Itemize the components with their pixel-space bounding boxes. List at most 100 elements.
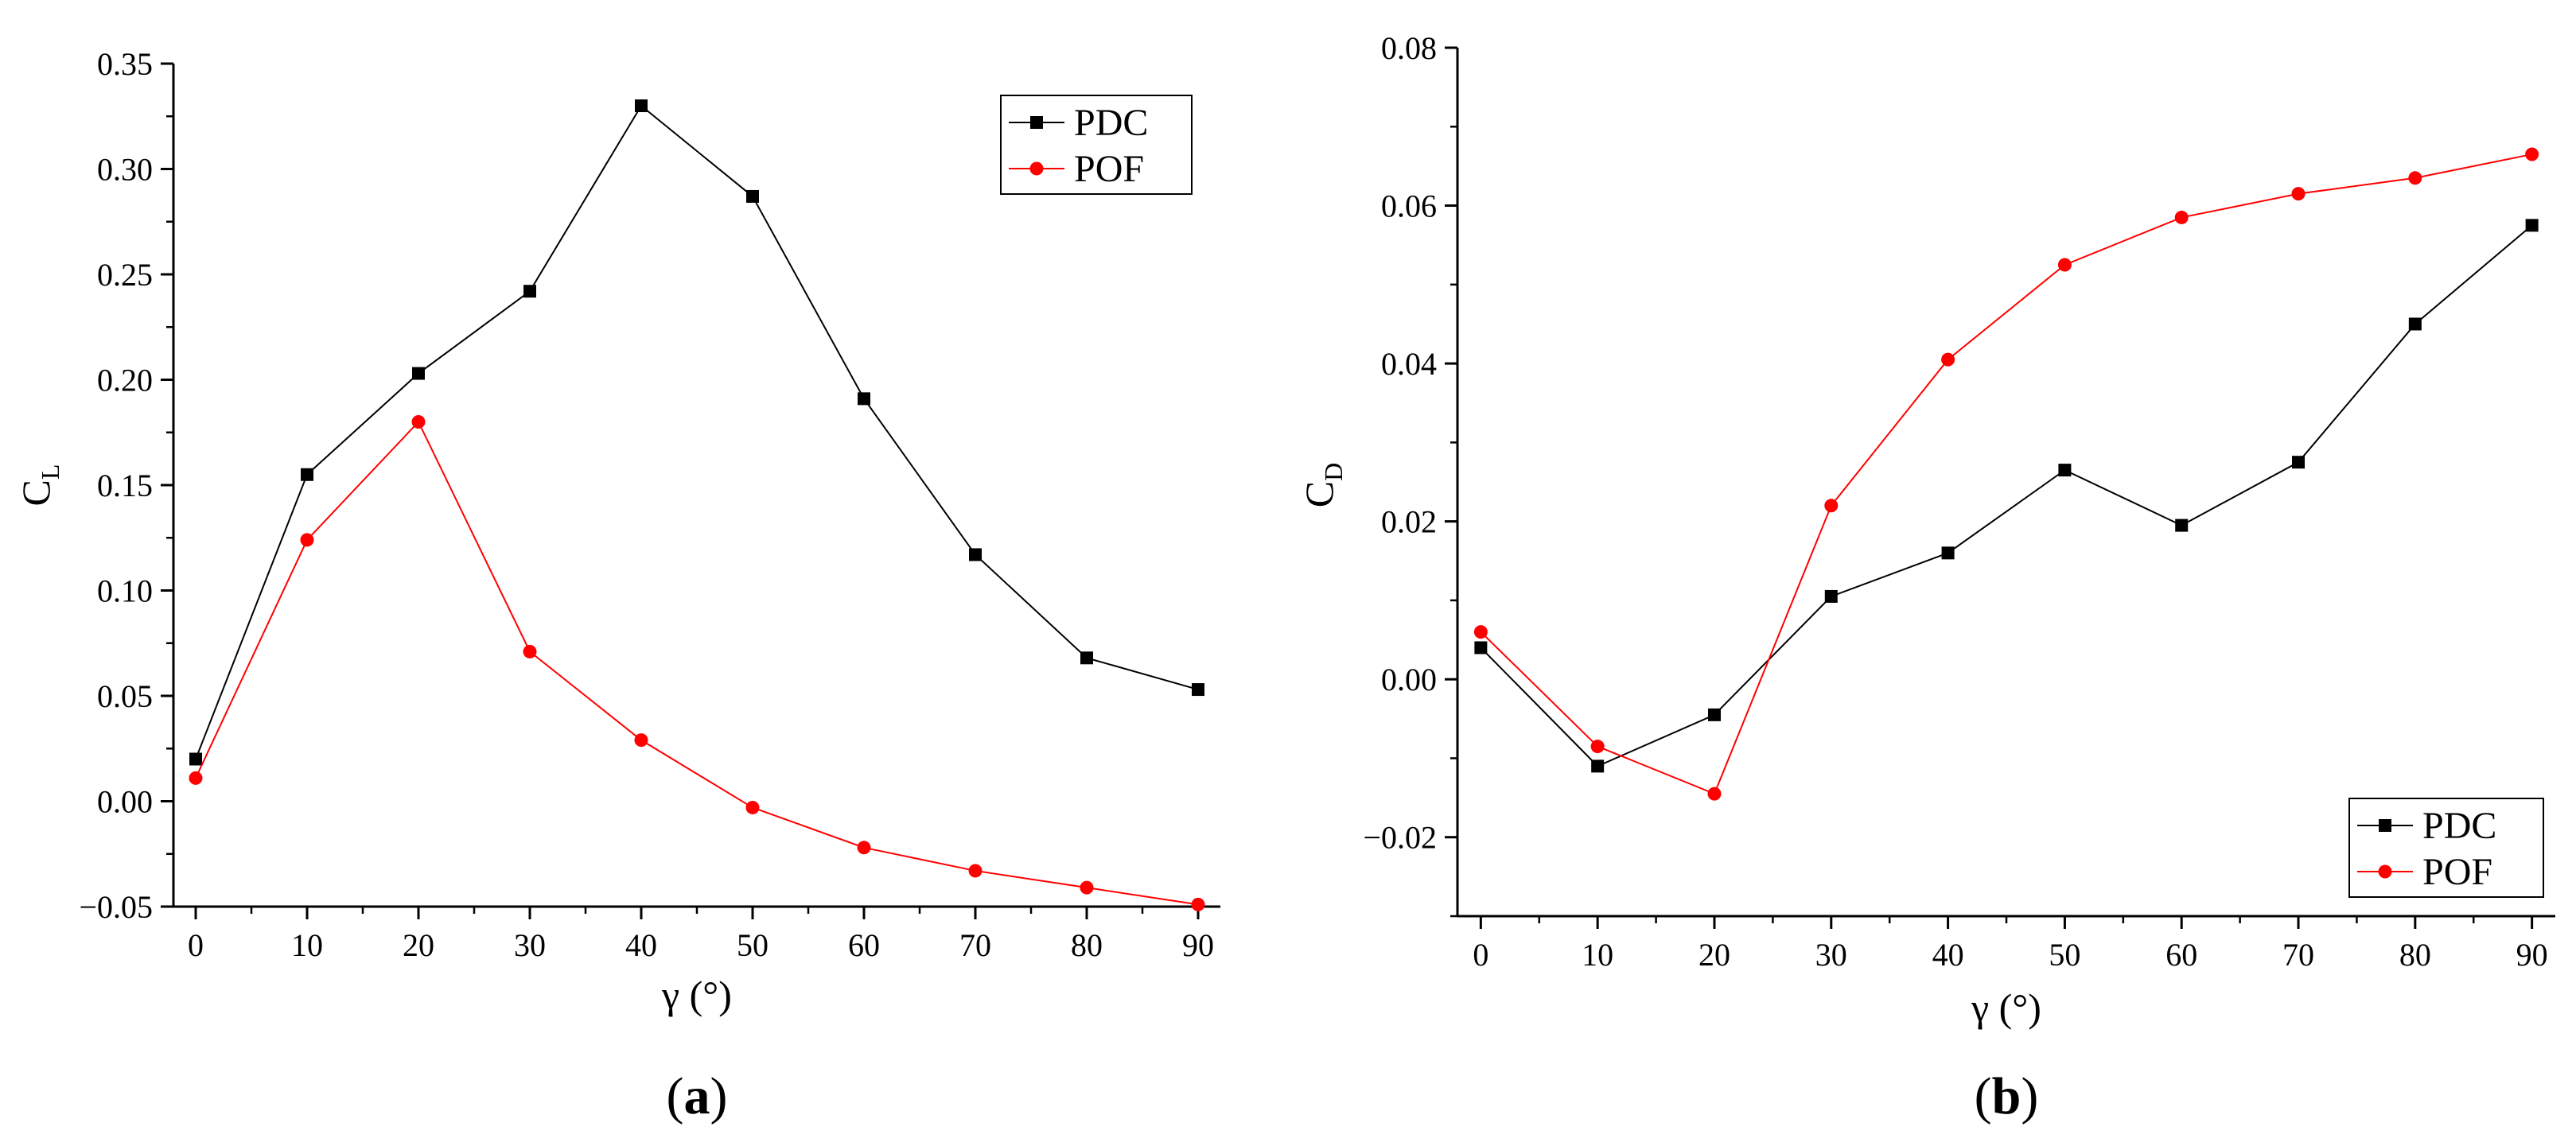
x-tick-label: 70 <box>2282 937 2314 973</box>
y-tick-label: 0.02 <box>1381 504 1437 540</box>
data-point-pof <box>857 841 871 855</box>
y-axis-label-sub: D <box>1319 463 1348 481</box>
data-point-pdc <box>2292 456 2306 469</box>
y-axis-label-sub: L <box>36 464 64 480</box>
caption-close-paren: ) <box>710 1067 728 1125</box>
x-tick-label: 60 <box>848 927 880 963</box>
y-tick-label: 0.10 <box>97 573 153 609</box>
y-axis-label-main: C <box>14 480 58 506</box>
x-axis-label: γ (°) <box>661 973 732 1017</box>
data-point-pdc <box>1824 589 1838 603</box>
y-tick-label: 0.00 <box>97 784 153 820</box>
data-point-pof <box>2291 187 2306 201</box>
panel-caption: (a) <box>667 1067 728 1125</box>
data-point-pof <box>1590 740 1605 754</box>
chart-panel-a: 0 10 20 30 40 50 60 70 80 90 −0.05 0.00 0.05 0.10 0.15… <box>14 46 1220 1125</box>
chart-panel-b: 0 10 20 30 40 50 60 70 80 90 −0.02 0.00 0.02 0.04 0.06… <box>1297 30 2555 1125</box>
y-tick-label: −0.05 <box>79 889 153 925</box>
legend-marker-pof <box>1029 161 1044 176</box>
y-axis-label: CD <box>1297 463 1348 507</box>
x-tick-label: 60 <box>2165 937 2197 973</box>
series-line-pof <box>1480 153 2532 795</box>
data-point-pof <box>2408 171 2422 185</box>
data-point-pof <box>634 733 648 748</box>
data-point-pof <box>1080 880 1094 895</box>
y-tick-label: 0.15 <box>97 468 153 503</box>
x-tick-label: 0 <box>1473 937 1488 973</box>
x-tick-label: 90 <box>1182 927 1214 963</box>
data-point-pof <box>300 533 314 547</box>
data-point-pdc <box>2525 219 2539 232</box>
data-point-pdc <box>2408 317 2422 331</box>
x-tick-label: 40 <box>625 927 657 963</box>
data-point-pof <box>1707 787 1722 801</box>
legend-box <box>2348 798 2544 898</box>
data-point-pof <box>1941 352 1955 367</box>
x-tick-label: 10 <box>291 927 323 963</box>
caption-open-paren: ( <box>667 1067 684 1125</box>
data-point-pdc <box>1707 708 1721 721</box>
legend-label-pdc: PDC <box>1074 102 1148 144</box>
y-tick-label: 0.35 <box>97 46 153 82</box>
legend-label-pdc: PDC <box>2422 805 2496 847</box>
y-axis-label: CL <box>14 464 64 507</box>
legend-marker-pof <box>2378 864 2392 879</box>
x-tick-label: 40 <box>1932 937 1964 973</box>
y-tick-label: 0.00 <box>1381 662 1437 697</box>
data-point-pof <box>1473 625 1488 639</box>
x-tick-label: 0 <box>188 927 204 963</box>
series-line-pdc <box>195 104 1199 759</box>
data-point-pdc <box>2058 464 2072 477</box>
x-tick-label: 30 <box>1815 937 1847 973</box>
y-tick-label: 0.08 <box>1381 30 1437 66</box>
x-tick-label: 10 <box>1582 937 1613 973</box>
data-point-pdc <box>969 548 982 561</box>
data-point-pdc <box>1591 759 1605 773</box>
data-point-pdc <box>523 285 536 298</box>
data-point-pof <box>968 864 983 878</box>
legend-label-pof: POF <box>2422 851 2492 893</box>
data-point-pof <box>2174 210 2189 224</box>
y-tick-label: 0.25 <box>97 257 153 293</box>
legend-marker-pdc <box>1030 116 1043 129</box>
data-point-pdc <box>412 367 425 380</box>
data-point-pdc <box>746 189 759 203</box>
x-axis-label: γ (°) <box>1971 985 2041 1030</box>
data-point-pof <box>1191 897 1205 911</box>
data-point-pof <box>2057 258 2072 272</box>
x-tick-label: 90 <box>2516 937 2548 973</box>
data-point-pdc <box>1080 651 1093 665</box>
caption-open-paren: ( <box>1975 1067 1992 1125</box>
x-tick-label: 20 <box>1699 937 1730 973</box>
data-point-pdc <box>635 99 648 112</box>
x-tick-label: 20 <box>403 927 434 963</box>
series-line-pof <box>195 420 1199 906</box>
y-tick-label: 0.06 <box>1381 188 1437 224</box>
caption-panel-label: b <box>1992 1067 2021 1125</box>
data-point-pdc <box>301 468 313 481</box>
data-point-pdc <box>2175 519 2189 532</box>
data-point-pdc <box>1474 641 1488 655</box>
data-point-pdc <box>858 392 870 406</box>
data-point-pdc <box>1192 683 1204 697</box>
data-point-pdc <box>189 752 202 766</box>
legend-marker-pdc <box>2379 819 2391 832</box>
y-axis-label-main: C <box>1297 481 1341 507</box>
data-point-pdc <box>1941 546 1955 560</box>
x-tick-label: 80 <box>2399 937 2431 973</box>
y-tick-label: −0.02 <box>1363 820 1437 856</box>
x-tick-label: 80 <box>1071 927 1103 963</box>
data-point-pof <box>1824 499 1839 513</box>
data-point-pof <box>411 415 426 429</box>
caption-panel-label: a <box>684 1067 710 1125</box>
series-line-pdc <box>1480 224 2533 767</box>
legend-label-pof: POF <box>1074 148 1144 190</box>
x-tick-label: 30 <box>514 927 546 963</box>
caption-close-paren: ) <box>2021 1067 2038 1125</box>
data-point-pof <box>523 644 537 658</box>
x-tick-label: 50 <box>2049 937 2080 973</box>
y-tick-label: 0.04 <box>1381 346 1437 382</box>
x-tick-label: 50 <box>737 927 769 963</box>
data-point-pof <box>2525 147 2539 161</box>
